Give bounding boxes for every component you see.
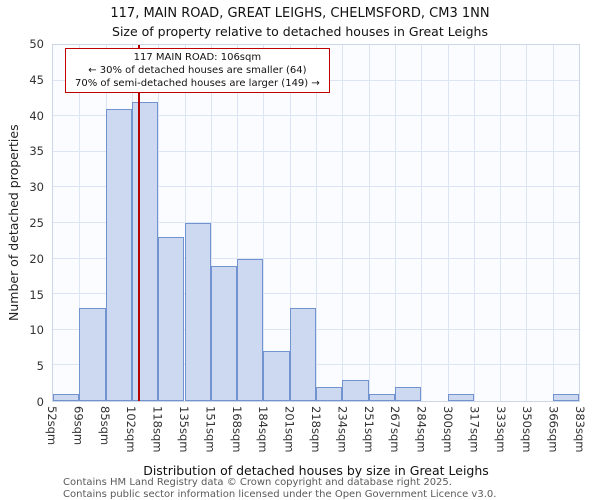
v-gridline <box>316 45 317 401</box>
y-tick-label: 20 <box>29 251 44 266</box>
x-tick-label: 218sqm <box>309 406 323 453</box>
v-gridline <box>447 45 449 401</box>
histogram-bar <box>184 223 211 401</box>
v-gridline <box>526 45 528 401</box>
page-subtitle: Size of property relative to detached ho… <box>112 24 488 39</box>
histogram-bar <box>210 265 238 401</box>
histogram-bar <box>368 393 395 401</box>
x-tick-label: 168sqm <box>229 406 244 453</box>
histogram-bar <box>237 258 264 401</box>
v-gridline <box>394 45 396 401</box>
annotation-smaller: ← 30% of detached houses are smaller (64… <box>88 65 307 76</box>
histogram-bar <box>552 393 579 401</box>
x-tick-label: 118sqm <box>150 406 165 453</box>
histogram-bar <box>342 379 369 401</box>
footer: Contains HM Land Registry data © Crown c… <box>63 477 496 500</box>
v-gridline <box>552 45 554 401</box>
y-tick-label: 0 <box>36 395 44 409</box>
histogram-bar <box>394 386 422 401</box>
x-tick-label: 366sqm <box>546 406 561 453</box>
v-gridline <box>263 45 265 401</box>
annotation-title: 117 MAIN ROAD: 106sqm <box>133 52 262 63</box>
v-gridline <box>421 45 423 401</box>
histogram-bar <box>316 386 343 401</box>
property-size-marker-line <box>137 45 140 401</box>
x-tick-label: 383sqm <box>573 406 587 453</box>
y-tick-label: 10 <box>29 323 44 338</box>
x-tick-label: 201sqm <box>282 406 297 453</box>
annotation-larger: 70% of semi-detached houses are larger (… <box>75 78 320 89</box>
x-tick-label: 350sqm <box>520 406 535 453</box>
v-gridline <box>79 45 81 401</box>
y-tick-label: 50 <box>29 37 44 51</box>
y-tick-label: 45 <box>29 72 44 87</box>
footer-line2: Contains public sector information licen… <box>63 488 497 500</box>
page-title: 117, MAIN ROAD, GREAT LEIGHS, CHELMSFORD… <box>110 6 490 21</box>
plot-area: 117 MAIN ROAD: 106sqm ← 30% of detached … <box>52 44 580 402</box>
y-tick-label: 15 <box>29 287 44 302</box>
x-tick-label: 234sqm <box>335 406 350 453</box>
x-tick-label: 135sqm <box>177 406 191 453</box>
x-tick-label: 317sqm <box>467 406 482 453</box>
y-tick-label: 30 <box>29 180 44 195</box>
x-tick-label: 151sqm <box>203 406 218 453</box>
histogram-bar <box>79 308 106 401</box>
y-tick-label: 35 <box>29 144 44 159</box>
v-gridline <box>368 45 370 401</box>
x-axis-title: Distribution of detached houses by size … <box>143 463 489 478</box>
x-tick-label: 52sqm <box>45 406 59 446</box>
x-tick-label: 251sqm <box>361 406 376 453</box>
histogram-bar <box>131 101 159 401</box>
histogram-bar <box>289 308 316 401</box>
x-tick-label: 300sqm <box>441 406 455 453</box>
histogram-bar <box>447 393 474 401</box>
v-gridline <box>289 45 291 401</box>
histogram-bar <box>53 393 80 401</box>
y-tick-label: 25 <box>29 216 44 230</box>
histogram-bar <box>158 237 185 401</box>
histogram-bar <box>263 351 290 401</box>
x-tick-label: 184sqm <box>256 406 271 453</box>
x-tick-label: 102sqm <box>124 406 139 453</box>
v-gridline <box>237 45 239 401</box>
v-gridline <box>210 45 212 401</box>
x-tick-label: 69sqm <box>71 406 86 446</box>
x-tick-label: 85sqm <box>97 406 112 446</box>
x-tick-label: 284sqm <box>414 406 429 453</box>
v-gridline <box>473 45 475 401</box>
v-gridline <box>342 45 344 401</box>
annotation-box: 117 MAIN ROAD: 106sqm ← 30% of detached … <box>65 48 330 93</box>
v-gridline <box>500 45 502 401</box>
x-tick-label: 333sqm <box>493 406 508 453</box>
y-tick-label: 5 <box>36 359 44 374</box>
x-tick-label: 267sqm <box>388 406 403 453</box>
v-gridline <box>158 45 160 401</box>
footer-line1: Contains HM Land Registry data © Crown c… <box>63 477 452 488</box>
histogram-bar <box>105 109 132 401</box>
y-tick-label: 40 <box>29 108 44 123</box>
